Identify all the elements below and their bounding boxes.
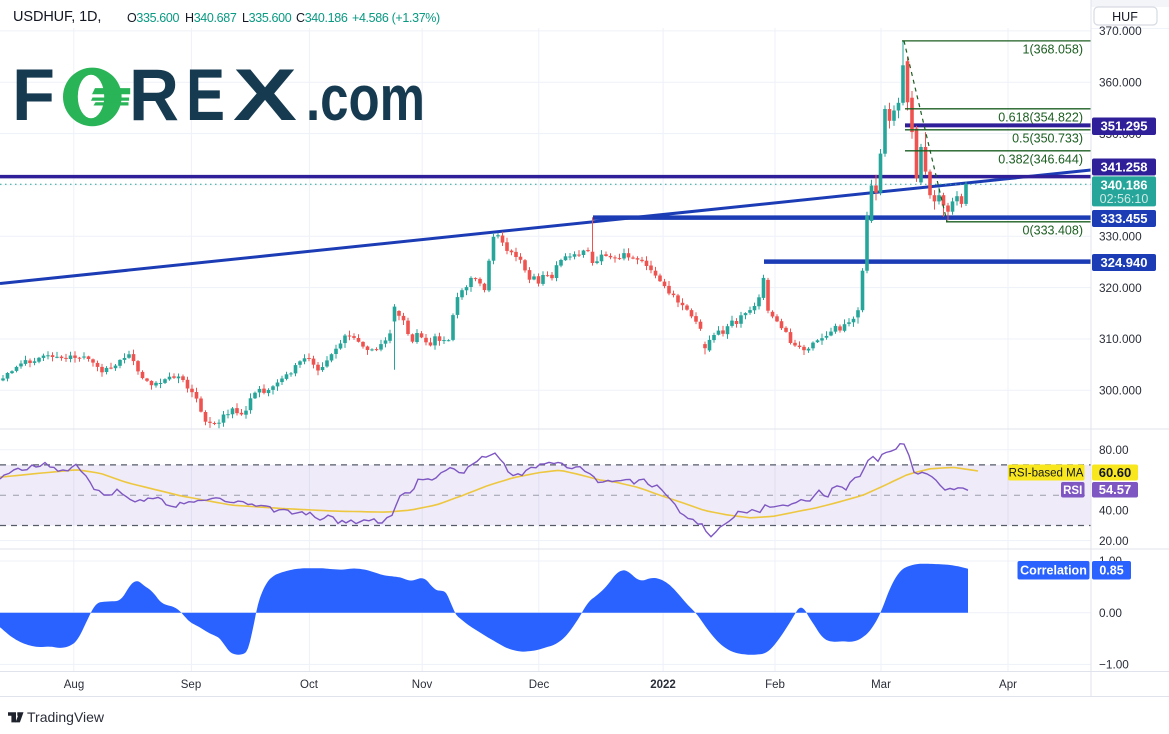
- svg-text:0.00: 0.00: [1099, 606, 1122, 620]
- svg-text:Dec: Dec: [529, 679, 550, 691]
- svg-text:RSI: RSI: [1063, 485, 1082, 497]
- svg-text:0(333.408): 0(333.408): [1023, 223, 1083, 237]
- svg-text:02:56:10: 02:56:10: [1100, 192, 1149, 206]
- svg-text:370.000: 370.000: [1099, 24, 1142, 38]
- svg-text:Feb: Feb: [765, 679, 785, 691]
- svg-text:0.382(346.644): 0.382(346.644): [998, 152, 1083, 166]
- svg-text:Mar: Mar: [871, 679, 891, 691]
- svg-text:Oct: Oct: [300, 679, 319, 691]
- svg-text:Nov: Nov: [412, 679, 433, 691]
- svg-text:300.000: 300.000: [1099, 384, 1142, 398]
- svg-text:2022: 2022: [650, 679, 676, 691]
- svg-text:320.000: 320.000: [1099, 281, 1142, 295]
- svg-text:0.618(354.822): 0.618(354.822): [998, 110, 1083, 124]
- svg-text:Correlation: Correlation: [1020, 564, 1087, 578]
- svg-text:340.186: 340.186: [1101, 178, 1148, 193]
- svg-text:351.295: 351.295: [1101, 119, 1148, 134]
- svg-text:330.000: 330.000: [1099, 230, 1142, 244]
- svg-text:80.00: 80.00: [1099, 443, 1129, 457]
- svg-text:HUF: HUF: [1112, 10, 1138, 24]
- svg-text:F: F: [12, 55, 55, 136]
- svg-text:324.940: 324.940: [1101, 255, 1148, 270]
- svg-text:360.000: 360.000: [1099, 76, 1142, 90]
- svg-text:60.60: 60.60: [1099, 465, 1132, 480]
- svg-text:333.455: 333.455: [1101, 211, 1148, 226]
- svg-text:TradingView: TradingView: [27, 709, 105, 725]
- svg-text:310.000: 310.000: [1099, 332, 1142, 346]
- svg-text:X: X: [233, 55, 297, 136]
- svg-text:1(368.058): 1(368.058): [1023, 42, 1083, 56]
- svg-text:40.00: 40.00: [1099, 504, 1129, 518]
- svg-text:Aug: Aug: [64, 679, 84, 691]
- svg-text:Apr: Apr: [999, 679, 1017, 691]
- svg-text:0.85: 0.85: [1099, 564, 1123, 578]
- svg-text:RSI-based MA: RSI-based MA: [1009, 468, 1084, 480]
- svg-text:341.258: 341.258: [1101, 159, 1148, 174]
- svg-text:0.5(350.733): 0.5(350.733): [1012, 131, 1083, 145]
- svg-text:.com: .com: [306, 62, 425, 134]
- svg-text:54.57: 54.57: [1099, 482, 1132, 497]
- svg-text:Sep: Sep: [181, 679, 201, 691]
- svg-text:−1.00: −1.00: [1099, 658, 1129, 672]
- svg-text:20.00: 20.00: [1099, 534, 1129, 548]
- svg-text:E: E: [186, 55, 225, 136]
- svg-text:R: R: [129, 55, 179, 136]
